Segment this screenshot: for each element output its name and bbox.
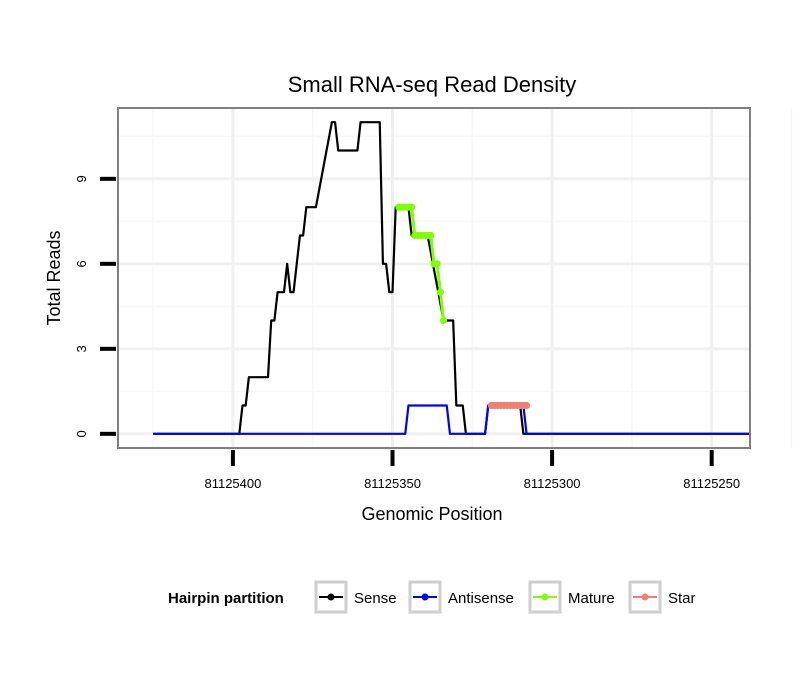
y-tick-label: 6 [74,260,89,267]
x-axis: 81125400 81125350 81125300 81125250 [204,450,740,491]
legend: Hairpin partition Sense Antisense Mature St… [168,580,696,614]
chart-title: Small RNA-seq Read Density [288,72,577,97]
plot-background [118,108,750,448]
series-star-point [522,401,531,410]
legend-item-sense: Sense [314,580,397,614]
series-mature-point [439,316,448,325]
series-mature [395,203,448,325]
series-star [487,401,531,410]
legend-title: Hairpin partition [168,590,284,607]
legend-label: Antisense [448,590,514,607]
legend-item-mature: Mature [528,580,615,614]
legend-item-antisense: Antisense [408,580,514,614]
y-axis: 0 3 6 9 [74,175,116,437]
series-mature-point [433,260,441,268]
series-layer [153,121,750,435]
plot-area [117,107,793,449]
legend-key-point [541,593,549,601]
legend-item-star: Star [628,580,696,614]
legend-key-point [641,593,649,601]
legend-key-point [327,593,335,601]
x-tick-label: 81125350 [364,476,421,491]
legend-label: Mature [568,590,615,607]
y-tick-label: 0 [74,430,89,437]
x-tick-label: 81125400 [204,476,261,491]
series-mature-point [436,288,444,296]
legend-key-point [421,593,429,601]
legend-label: Sense [354,590,397,607]
legend-label: Star [668,590,696,607]
y-tick-label: 3 [74,345,89,352]
series-antisense-line [153,404,750,435]
y-tick-label: 9 [74,175,89,182]
x-tick-label: 81125250 [683,476,740,491]
x-tick-label: 81125300 [524,476,581,491]
series-mature-point [427,231,435,240]
series-mature-point [408,203,416,211]
plot-border [117,107,751,449]
x-axis-title: Genomic Position [361,504,502,524]
series-antisense [153,404,750,435]
y-axis-title: Total Reads [44,230,64,325]
